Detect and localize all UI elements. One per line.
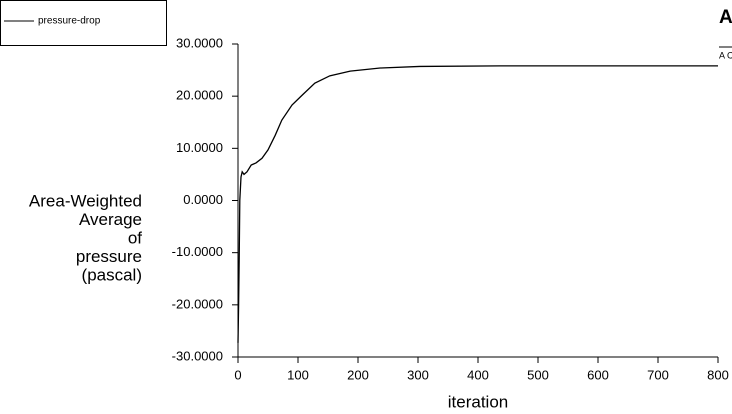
y-axis-label: pressure <box>76 247 142 266</box>
x-tick-label: 0 <box>234 367 241 382</box>
x-tick-label: 800 <box>707 367 729 382</box>
y-tick-label: 30.0000 <box>176 35 223 50</box>
x-axis-label: iteration <box>448 392 508 411</box>
x-tick-label: 300 <box>407 367 429 382</box>
y-axis-label: of <box>128 228 142 247</box>
x-tick-label: 500 <box>527 367 549 382</box>
logo-sub: A C <box>719 50 732 60</box>
x-tick-label: 700 <box>647 367 669 382</box>
x-tick-label: 100 <box>287 367 309 382</box>
y-axis-label: Average <box>79 210 142 229</box>
series-line <box>237 65 718 343</box>
y-tick-label: 20.0000 <box>176 88 223 103</box>
x-tick-label: 200 <box>347 367 369 382</box>
y-tick-label: -20.0000 <box>172 296 223 311</box>
legend-label: pressure-drop <box>38 16 101 27</box>
legend-box <box>0 0 167 46</box>
y-axis-label: (pascal) <box>82 265 142 284</box>
x-tick-label: 600 <box>587 367 609 382</box>
y-tick-label: 10.0000 <box>176 140 223 155</box>
y-axis-label: Area-Weighted <box>29 191 142 210</box>
x-tick-label: 400 <box>467 367 489 382</box>
y-tick-label: -10.0000 <box>172 244 223 259</box>
y-tick-label: 0.0000 <box>183 192 223 207</box>
y-tick-label: -30.0000 <box>172 348 223 363</box>
logo: A <box>719 7 732 28</box>
